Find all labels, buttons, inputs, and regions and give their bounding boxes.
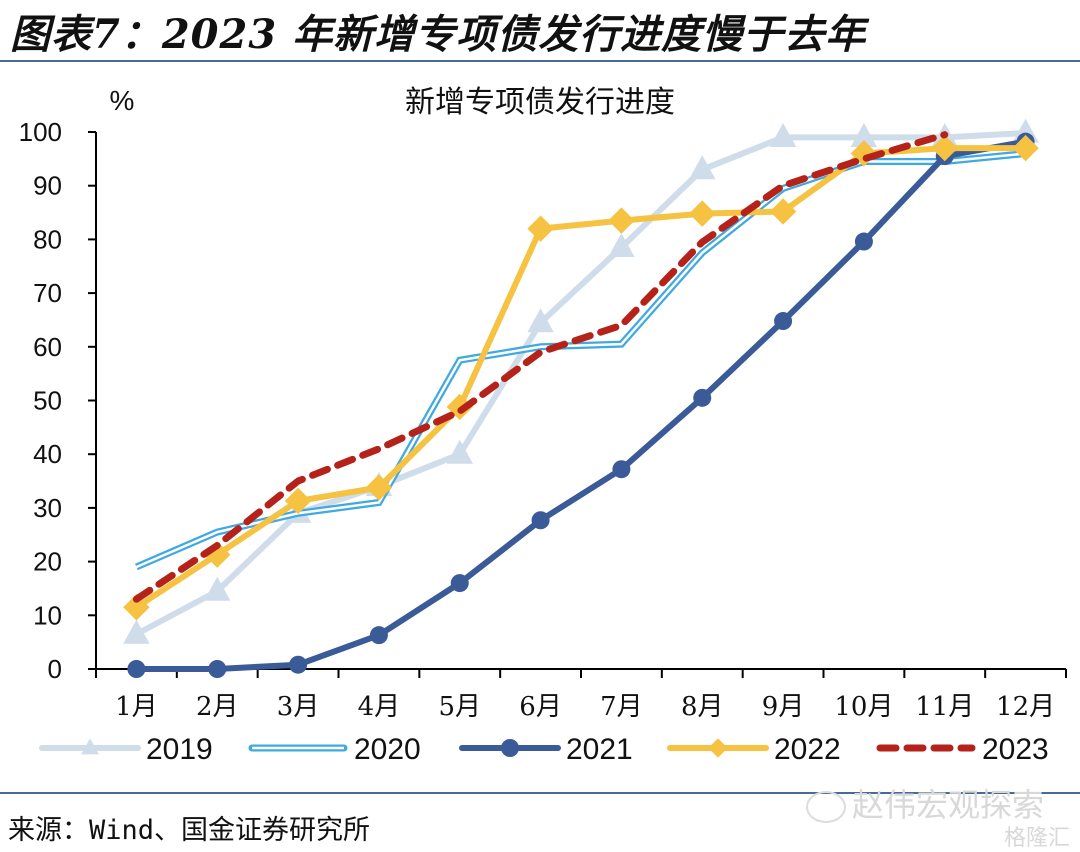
x-tick-label: 11月 xyxy=(915,692,974,722)
watermark-secondary: 格隆汇 xyxy=(1003,826,1070,851)
x-tick-label: 9月 xyxy=(762,692,805,722)
series-2020 xyxy=(135,149,1026,571)
x-tick-label: 1月 xyxy=(115,692,158,722)
data-point-2019 xyxy=(123,619,150,644)
legend: 2019 2020 2021 2022 2023 xyxy=(39,733,1049,766)
wechat-icon xyxy=(805,791,846,823)
data-point-2019 xyxy=(769,122,797,147)
y-tick-label: 20 xyxy=(33,547,62,577)
data-point-2021 xyxy=(127,660,146,678)
series-line-2023 xyxy=(132,131,949,603)
legend-marker xyxy=(81,738,99,755)
x-tick-label: 6月 xyxy=(519,692,562,722)
y-tick-label: 10 xyxy=(33,600,62,630)
series-line-2020-inner xyxy=(135,152,1026,569)
source-note: 来源：Wind、国金证券研究所 xyxy=(8,815,371,846)
data-point-2022 xyxy=(527,215,554,242)
x-tick-label: 5月 xyxy=(438,692,481,722)
bottom-rule xyxy=(0,792,1080,794)
data-point-2019 xyxy=(850,122,878,147)
y-tick-label: 80 xyxy=(33,224,62,254)
y-tick-label: 100 xyxy=(19,117,62,147)
data-point-2019 xyxy=(689,155,716,180)
chart-title: 新增专项债发行进度 xyxy=(405,85,675,120)
y-tick-label: 30 xyxy=(33,493,62,523)
legend-label: 2023 xyxy=(982,733,1049,766)
data-point-2022 xyxy=(284,487,312,515)
legend-label: 2022 xyxy=(774,733,841,766)
series-line-2021 xyxy=(136,138,1027,672)
data-point-2021 xyxy=(450,574,469,593)
data-point-2019 xyxy=(446,439,473,464)
y-tick-label: 90 xyxy=(33,171,62,201)
x-tick-label: 8月 xyxy=(681,692,724,722)
legend-label: 2020 xyxy=(354,733,421,766)
legend-item-2021: 2021 xyxy=(459,733,633,766)
x-tick-label: 4月 xyxy=(358,692,401,722)
legend-label: 2021 xyxy=(566,733,633,766)
data-point-2022 xyxy=(689,200,716,227)
series-2021 xyxy=(127,132,1035,678)
legend-marker xyxy=(501,739,519,757)
watermark: 赵伟宏观探索 xyxy=(805,780,1044,826)
data-point-2022 xyxy=(608,207,635,234)
x-tick-label: 2月 xyxy=(196,692,239,722)
y-tick-label: 40 xyxy=(33,439,62,469)
data-point-2021 xyxy=(774,312,793,331)
y-tick-label: 0 xyxy=(48,654,62,684)
series-2019 xyxy=(123,118,1039,644)
legend-item-2023: 2023 xyxy=(876,733,1049,766)
x-tick-label: 7月 xyxy=(600,692,643,722)
data-point-2022 xyxy=(931,134,958,162)
line-chart: 新增专项债发行进度 % 0 10 20 30 40 50 60 70 80 90 100 1月 2月 3月… xyxy=(19,85,1067,766)
series-line-2019 xyxy=(135,130,1026,637)
data-point-2021 xyxy=(693,388,712,407)
legend-item-2022: 2022 xyxy=(667,733,841,766)
legend-label: 2019 xyxy=(146,733,213,766)
legend-item-2020: 2020 xyxy=(248,733,421,766)
data-point-2022 xyxy=(123,594,150,621)
y-axis-unit: % xyxy=(110,85,135,116)
watermark-text: 赵伟宏观探索 xyxy=(851,786,1044,824)
figure-title: 图表7：2023 年新增专项债发行进度慢于去年 xyxy=(10,11,867,58)
data-point-2019 xyxy=(204,576,231,601)
data-point-2021 xyxy=(854,232,873,251)
data-point-2022 xyxy=(769,198,797,225)
data-point-2021 xyxy=(369,626,388,645)
legend-marker xyxy=(708,738,728,758)
data-point-2021 xyxy=(531,511,550,530)
data-point-2021 xyxy=(208,660,227,678)
x-tick-label: 3月 xyxy=(277,692,320,722)
data-point-2021 xyxy=(612,460,631,479)
data-point-2022 xyxy=(365,474,393,501)
data-point-2022 xyxy=(1012,134,1039,162)
y-tick-label: 60 xyxy=(33,332,62,362)
data-point-2019 xyxy=(527,308,554,333)
x-tick-label: 10月 xyxy=(834,692,893,722)
top-rule xyxy=(0,60,1080,62)
series-layer xyxy=(123,118,1039,678)
axes: 0 10 20 30 40 50 60 70 80 90 100 1月 2月 3月 4月 5月 6月 7月 8月 9月… xyxy=(19,117,1067,722)
data-point-2021 xyxy=(289,655,308,674)
y-tick-label: 70 xyxy=(33,278,62,308)
x-tick-label: 12月 xyxy=(996,692,1055,722)
series-2023 xyxy=(132,131,949,603)
y-tick-label: 50 xyxy=(33,386,62,416)
data-point-2019 xyxy=(608,233,635,258)
data-point-2022 xyxy=(204,541,231,568)
legend-item-2019: 2019 xyxy=(39,733,213,766)
